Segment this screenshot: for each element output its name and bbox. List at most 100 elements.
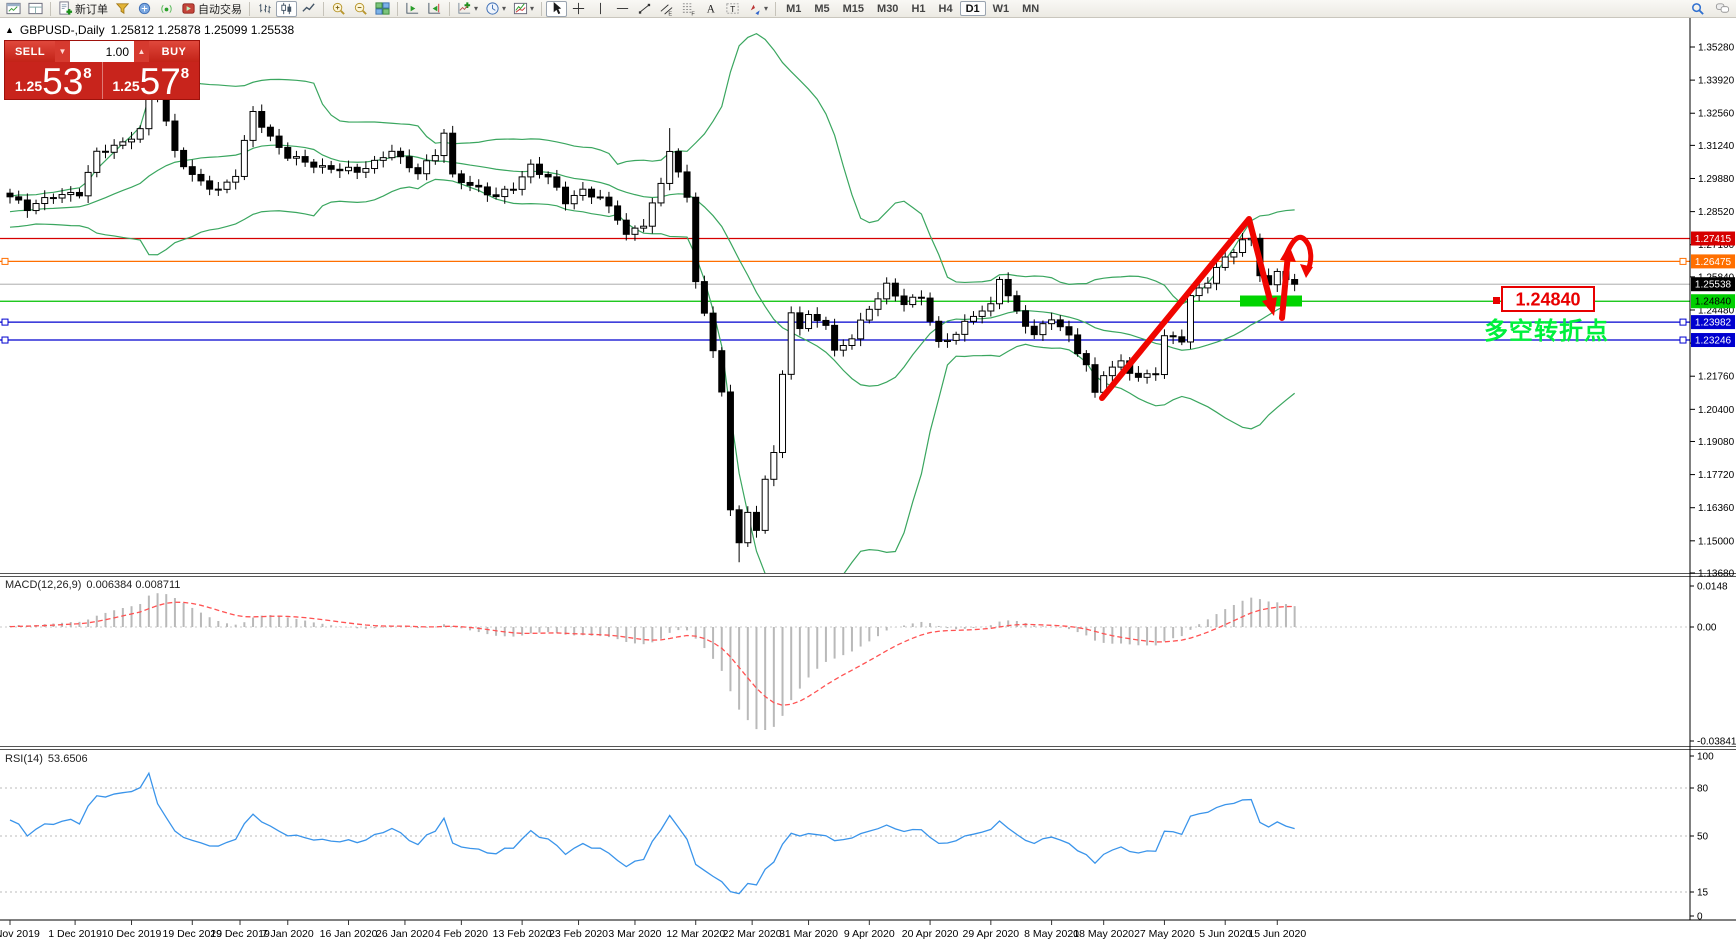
chart-shift-button[interactable] [424,1,445,17]
timeframe-mn-button[interactable]: MN [1016,1,1045,16]
text-button[interactable]: A [700,1,721,17]
cursor-button[interactable] [546,0,568,17]
timeframe-d1-button[interactable]: D1 [959,1,986,16]
svg-text:1.23982: 1.23982 [1695,318,1732,329]
svg-text:4 Feb 2020: 4 Feb 2020 [435,928,488,940]
sell-price[interactable]: 1.25 53 8 [5,62,103,100]
market-button[interactable] [134,1,155,17]
timeframe-m5-button[interactable]: M5 [808,1,835,16]
buy-price-sup: 8 [180,65,190,82]
svg-text:1.13680: 1.13680 [1698,568,1735,579]
timeframe-m30-button[interactable]: M30 [871,1,904,16]
svg-text:31 Mar 2020: 31 Mar 2020 [779,928,838,940]
community-icon [1715,1,1730,16]
community-button[interactable] [1712,1,1733,17]
svg-text:8 May 2020: 8 May 2020 [1024,928,1079,940]
timeframe-m15-button[interactable]: M15 [837,1,870,16]
arrows-button[interactable]: ▾ [744,1,771,17]
vertical-line-button[interactable] [590,1,611,17]
volume-decrease-button[interactable]: ▼ [55,41,70,62]
candle-chart-button[interactable] [276,0,297,17]
svg-text:29 Dec 2019: 29 Dec 2019 [210,928,270,940]
new-chart-button[interactable] [3,1,24,17]
svg-text:23 Feb 2020: 23 Feb 2020 [549,928,608,940]
timeframe-h1-button[interactable]: H1 [905,1,931,16]
horizontal-line-icon [615,1,630,16]
text-label-icon: T [725,1,740,16]
svg-text:1.15000: 1.15000 [1698,536,1735,547]
periods-icon [485,1,500,16]
new-order-button[interactable]: 新订单 [55,1,111,17]
zoom-out-button[interactable] [350,1,371,17]
profile-icon [28,1,43,16]
svg-text:F: F [691,12,695,16]
bars-chart-button[interactable] [254,1,275,17]
toolbar-right [1687,1,1733,17]
zoom-in-button[interactable] [328,1,349,17]
svg-text:13 Feb 2020: 13 Feb 2020 [493,928,552,940]
svg-text:12 Mar 2020: 12 Mar 2020 [666,928,725,940]
line-chart-button[interactable] [298,1,319,17]
svg-text:26 Jan 2020: 26 Jan 2020 [376,928,434,940]
autotrading-button[interactable]: 自动交易 [178,1,245,17]
periods-button[interactable]: ▾ [482,1,509,17]
metaeditor-button[interactable] [112,1,133,17]
svg-text:1.26475: 1.26475 [1695,257,1732,268]
one-click-toggle[interactable]: ▲ [5,25,14,35]
svg-text:0: 0 [1697,912,1703,923]
svg-text:19 Dec 2019: 19 Dec 2019 [163,928,223,940]
zoom-out-icon [353,1,368,16]
svg-text:15 Jun 2020: 15 Jun 2020 [1248,928,1306,940]
timeframe-w1-button[interactable]: W1 [987,1,1016,16]
text-label-button[interactable]: T [722,1,743,17]
templates-button[interactable]: ▾ [510,1,537,17]
svg-text:1.24480: 1.24480 [1698,305,1735,316]
sell-button[interactable]: SELL [5,41,55,62]
svg-text:1 Dec 2019: 1 Dec 2019 [48,928,102,940]
svg-text:50: 50 [1697,832,1709,843]
toolbar-separator [541,1,543,16]
chart-area[interactable]: 1.35280 1.33920 1.32560 1.31240 1.29880 1.285… [0,18,1736,945]
toolbar: 新订单 自动交易 ▾ ▾ ▾ E F A T ▾ M1 M5 M15 M30 H1 H4 D1 W1 MN [0,0,1736,18]
sell-price-small: 1.25 [14,78,43,94]
svg-text:22 Mar 2020: 22 Mar 2020 [723,928,782,940]
search-button[interactable] [1687,1,1708,17]
svg-text:E: E [668,12,672,16]
svg-text:3 Mar 2020: 3 Mar 2020 [608,928,661,940]
svg-text:1.29880: 1.29880 [1698,174,1735,185]
search-icon [1690,1,1705,16]
fibonacci-button[interactable]: F [678,1,699,17]
svg-text:15: 15 [1697,888,1709,899]
chart-canvas[interactable]: 1.35280 1.33920 1.32560 1.31240 1.29880 1.285… [0,18,1736,945]
horizontal-line-button[interactable] [612,1,633,17]
auto-scroll-button[interactable] [402,1,423,17]
crosshair-icon [571,1,586,16]
svg-text:1.35280: 1.35280 [1698,43,1735,54]
toolbar-separator [249,1,250,16]
svg-text:9 Apr 2020: 9 Apr 2020 [844,928,895,940]
profile-button[interactable] [25,1,46,17]
svg-text:0.0148: 0.0148 [1697,582,1728,593]
crosshair-button[interactable] [568,1,589,17]
candle-chart-icon [279,1,294,16]
toolbar-separator [775,1,777,16]
trendline-button[interactable] [634,1,655,17]
buy-price[interactable]: 1.25 57 8 [103,62,200,100]
volume-input[interactable] [70,41,134,62]
svg-text:1.17720: 1.17720 [1698,470,1735,481]
cursor-icon [549,1,564,16]
timeframe-h4-button[interactable]: H4 [933,1,959,16]
svg-text:1.21760: 1.21760 [1698,372,1735,383]
equidistant-channel-button[interactable]: E [656,1,677,17]
toolbar-separator [397,1,398,16]
svg-text:1.25538: 1.25538 [1695,280,1732,291]
svg-text:1.33920: 1.33920 [1698,76,1735,87]
buy-button[interactable]: BUY [149,41,199,62]
volume-increase-button[interactable]: ▲ [134,41,149,62]
sell-price-sup: 8 [83,65,92,82]
tile-windows-button[interactable] [372,1,393,17]
indicators-button[interactable]: ▾ [454,1,481,17]
timeframe-m1-button[interactable]: M1 [780,1,807,16]
signals-button[interactable] [156,1,177,17]
text-icon: A [703,1,718,16]
